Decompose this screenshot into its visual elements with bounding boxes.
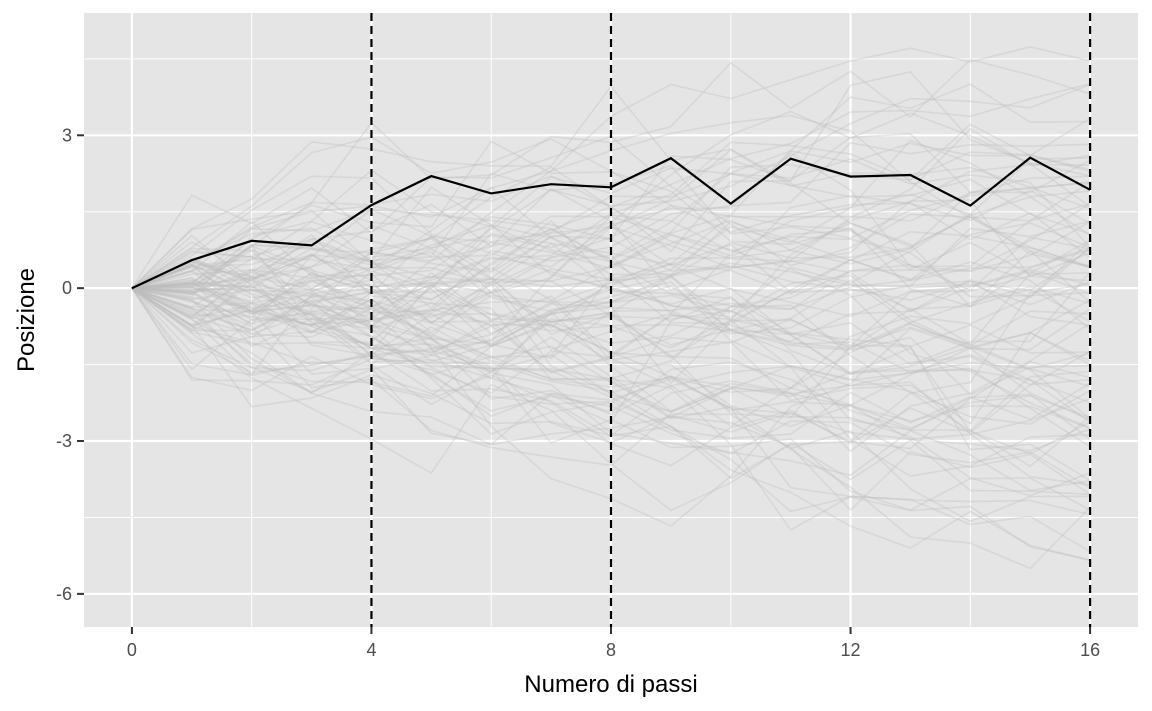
background-path [131, 257, 1091, 430]
background-path [131, 83, 1091, 289]
x-axis-ticks: 0 4 8 12 16 [127, 627, 1100, 660]
background-path [131, 266, 1091, 425]
x-tick-label: 8 [606, 640, 616, 660]
background-path [131, 281, 1091, 448]
background-path [131, 83, 1091, 289]
background-path [131, 222, 1091, 334]
background-path [131, 58, 1091, 289]
background-path [131, 117, 1091, 314]
background-path [131, 215, 1091, 429]
background-path [131, 222, 1091, 359]
background-path [131, 280, 1091, 394]
y-axis-ticks: -6 -3 0 3 [56, 125, 84, 604]
background-path [131, 287, 1091, 512]
background-path [131, 287, 1091, 516]
x-tick-label: 16 [1080, 640, 1100, 660]
y-axis-title: Posizione [13, 268, 40, 372]
highlighted-path [131, 156, 1091, 290]
background-path [131, 280, 1091, 363]
background-path [131, 270, 1091, 468]
y-tick-label: -6 [56, 584, 72, 604]
background-path [131, 287, 1091, 512]
background-path [131, 287, 1091, 428]
vertical-reference-lines [370, 13, 1092, 627]
background-path [131, 157, 1091, 315]
background-path [131, 181, 1091, 345]
background-path [131, 85, 1091, 289]
x-tick-label: 12 [841, 640, 861, 660]
background-path [131, 277, 1091, 452]
highlighted-path-group [131, 156, 1091, 290]
background-path [131, 139, 1091, 331]
background-path [131, 175, 1091, 313]
background-path [131, 287, 1091, 561]
y-tick-label: 0 [62, 278, 72, 298]
background-path [131, 287, 1091, 419]
background-path [131, 45, 1091, 311]
background-path [131, 142, 1091, 316]
y-tick-label: -3 [56, 431, 72, 451]
background-path [131, 229, 1091, 320]
background-path [131, 167, 1091, 298]
x-tick-label: 0 [127, 640, 137, 660]
background-path [131, 287, 1091, 523]
y-tick-label: 3 [62, 125, 72, 145]
x-axis-title: Numero di passi [524, 671, 697, 698]
x-tick-label: 4 [366, 640, 376, 660]
